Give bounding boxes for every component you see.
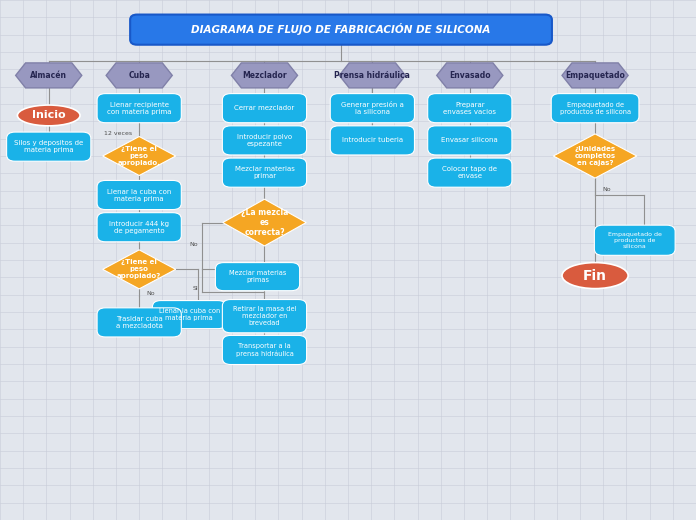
Text: ¿Tiene el
peso
apropiado?: ¿Tiene el peso apropiado?: [117, 259, 161, 279]
FancyBboxPatch shape: [7, 132, 90, 161]
Text: Transportar a la
prensa hidráulica: Transportar a la prensa hidráulica: [235, 343, 294, 357]
FancyBboxPatch shape: [97, 94, 181, 123]
FancyBboxPatch shape: [216, 263, 299, 291]
FancyBboxPatch shape: [97, 213, 181, 242]
Polygon shape: [16, 63, 82, 88]
FancyBboxPatch shape: [152, 301, 226, 329]
FancyBboxPatch shape: [331, 126, 415, 155]
Polygon shape: [340, 63, 405, 88]
FancyBboxPatch shape: [130, 15, 552, 45]
Text: Envasado: Envasado: [449, 71, 491, 80]
Text: Trasldar cuba
a mezcladota: Trasldar cuba a mezcladota: [116, 316, 163, 329]
Ellipse shape: [17, 105, 80, 126]
Text: SI: SI: [193, 286, 198, 291]
Text: Mezclador: Mezclador: [242, 71, 287, 80]
Text: DIAGRAMA DE FLUJO DE FABRICACIÓN DE SILICONA: DIAGRAMA DE FLUJO DE FABRICACIÓN DE SILI…: [191, 23, 491, 35]
Text: Empaquetado: Empaquetado: [565, 71, 625, 80]
Text: Silos y depositos de
materia prima: Silos y depositos de materia prima: [14, 140, 84, 153]
Text: Mezclar materias
primar: Mezclar materias primar: [235, 166, 294, 179]
FancyBboxPatch shape: [223, 158, 306, 187]
Text: 12 veces: 12 veces: [104, 131, 132, 136]
Text: Mezclar materias
primas: Mezclar materias primas: [229, 270, 286, 283]
Polygon shape: [106, 63, 172, 88]
Text: Llenar la cuba con
materia prima: Llenar la cuba con materia prima: [159, 308, 220, 321]
Text: ¿Unidades
completos
en cajas?: ¿Unidades completos en cajas?: [574, 146, 616, 166]
Text: Introducir polvo
espezante: Introducir polvo espezante: [237, 134, 292, 147]
Polygon shape: [553, 134, 637, 178]
Text: Colocar tapo de
envase: Colocar tapo de envase: [442, 166, 498, 179]
FancyBboxPatch shape: [594, 225, 675, 255]
Text: Introducir 444 kg
de pegamento: Introducir 444 kg de pegamento: [109, 221, 169, 234]
FancyBboxPatch shape: [97, 180, 181, 210]
Text: ¿La mezcla
es
correcta?: ¿La mezcla es correcta?: [241, 207, 288, 238]
Polygon shape: [437, 63, 503, 88]
Text: Almacén: Almacén: [30, 71, 68, 80]
Text: No: No: [190, 242, 198, 247]
FancyBboxPatch shape: [331, 94, 415, 123]
Polygon shape: [562, 63, 628, 88]
Text: Fin: Fin: [583, 269, 607, 282]
Text: Empaquetado de
productos de silicona: Empaquetado de productos de silicona: [560, 102, 631, 115]
Text: Retirar la masa del
mezclador en
brevedad: Retirar la masa del mezclador en breveda…: [232, 306, 296, 326]
FancyBboxPatch shape: [223, 94, 306, 123]
Text: Cuba: Cuba: [128, 71, 150, 80]
Ellipse shape: [562, 263, 628, 289]
Text: Empaquetado de
productos de
silicona: Empaquetado de productos de silicona: [608, 232, 662, 249]
FancyBboxPatch shape: [223, 335, 306, 365]
FancyBboxPatch shape: [223, 300, 306, 333]
Polygon shape: [223, 199, 306, 246]
FancyBboxPatch shape: [427, 126, 512, 155]
FancyBboxPatch shape: [223, 126, 306, 155]
Polygon shape: [103, 250, 175, 289]
Text: Llenar la cuba con
materia prima: Llenar la cuba con materia prima: [107, 189, 171, 202]
Polygon shape: [231, 63, 298, 88]
Text: Generar presión a
la silicona: Generar presión a la silicona: [341, 101, 404, 115]
Text: Prensa hidráulica: Prensa hidráulica: [334, 71, 411, 80]
Text: ¿Tiene el
peso
apropiado,: ¿Tiene el peso apropiado,: [118, 146, 161, 166]
FancyBboxPatch shape: [551, 94, 639, 123]
Text: No: No: [146, 291, 155, 296]
Text: Llenar recipiente
con materia prima: Llenar recipiente con materia prima: [107, 102, 171, 115]
FancyBboxPatch shape: [97, 308, 181, 337]
Text: Cerrar mezclador: Cerrar mezclador: [235, 105, 294, 111]
Text: Inicio: Inicio: [32, 110, 65, 121]
Text: Envasar silicona: Envasar silicona: [441, 137, 498, 144]
Text: Introducir tuberia: Introducir tuberia: [342, 137, 403, 144]
Polygon shape: [103, 137, 175, 176]
Text: Preparar
envases vacios: Preparar envases vacios: [443, 102, 496, 115]
FancyBboxPatch shape: [427, 158, 512, 187]
Text: No: No: [602, 187, 610, 192]
FancyBboxPatch shape: [427, 94, 512, 123]
